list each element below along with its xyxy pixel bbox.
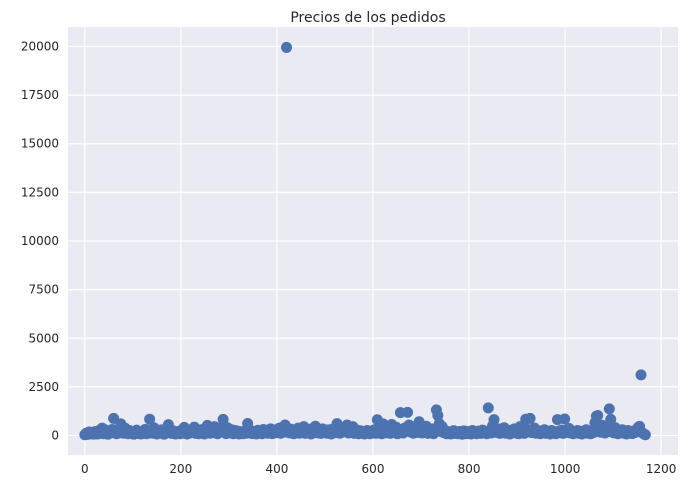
data-point xyxy=(524,412,536,424)
data-point xyxy=(559,413,571,425)
y-tick-label: 10000 xyxy=(21,234,59,248)
data-point xyxy=(635,369,647,381)
y-tick-label: 12500 xyxy=(21,185,59,199)
x-tick-label: 200 xyxy=(169,462,192,476)
x-tick-labels: 0 200 400 600 800 1000 1200 xyxy=(81,462,676,476)
x-tick-label: 800 xyxy=(458,462,481,476)
data-point xyxy=(605,413,617,425)
y-tick-label: 17500 xyxy=(21,88,59,102)
data-point xyxy=(639,429,651,441)
data-point xyxy=(603,403,615,415)
data-point xyxy=(402,406,414,418)
chart-title: Precios de los pedidos xyxy=(290,10,445,26)
x-tick-label: 1200 xyxy=(646,462,677,476)
x-tick-label: 1000 xyxy=(550,462,581,476)
y-tick-label: 2500 xyxy=(28,380,59,394)
data-point xyxy=(482,402,494,414)
y-tick-label: 0 xyxy=(51,429,59,443)
y-tick-label: 7500 xyxy=(28,283,59,297)
x-tick-label: 600 xyxy=(362,462,385,476)
data-point xyxy=(281,41,293,53)
data-point xyxy=(144,413,156,425)
data-point xyxy=(217,413,229,425)
data-points xyxy=(79,41,651,441)
y-tick-label: 20000 xyxy=(21,39,59,53)
y-tick-labels: 0 2500 5000 7500 10000 12500 15000 17500 20000 xyxy=(21,39,59,442)
x-tick-label: 0 xyxy=(81,462,89,476)
x-tick-label: 400 xyxy=(265,462,288,476)
data-point xyxy=(592,410,604,422)
y-tick-label: 5000 xyxy=(28,331,59,345)
data-point xyxy=(488,414,500,426)
y-tick-label: 15000 xyxy=(21,137,59,151)
